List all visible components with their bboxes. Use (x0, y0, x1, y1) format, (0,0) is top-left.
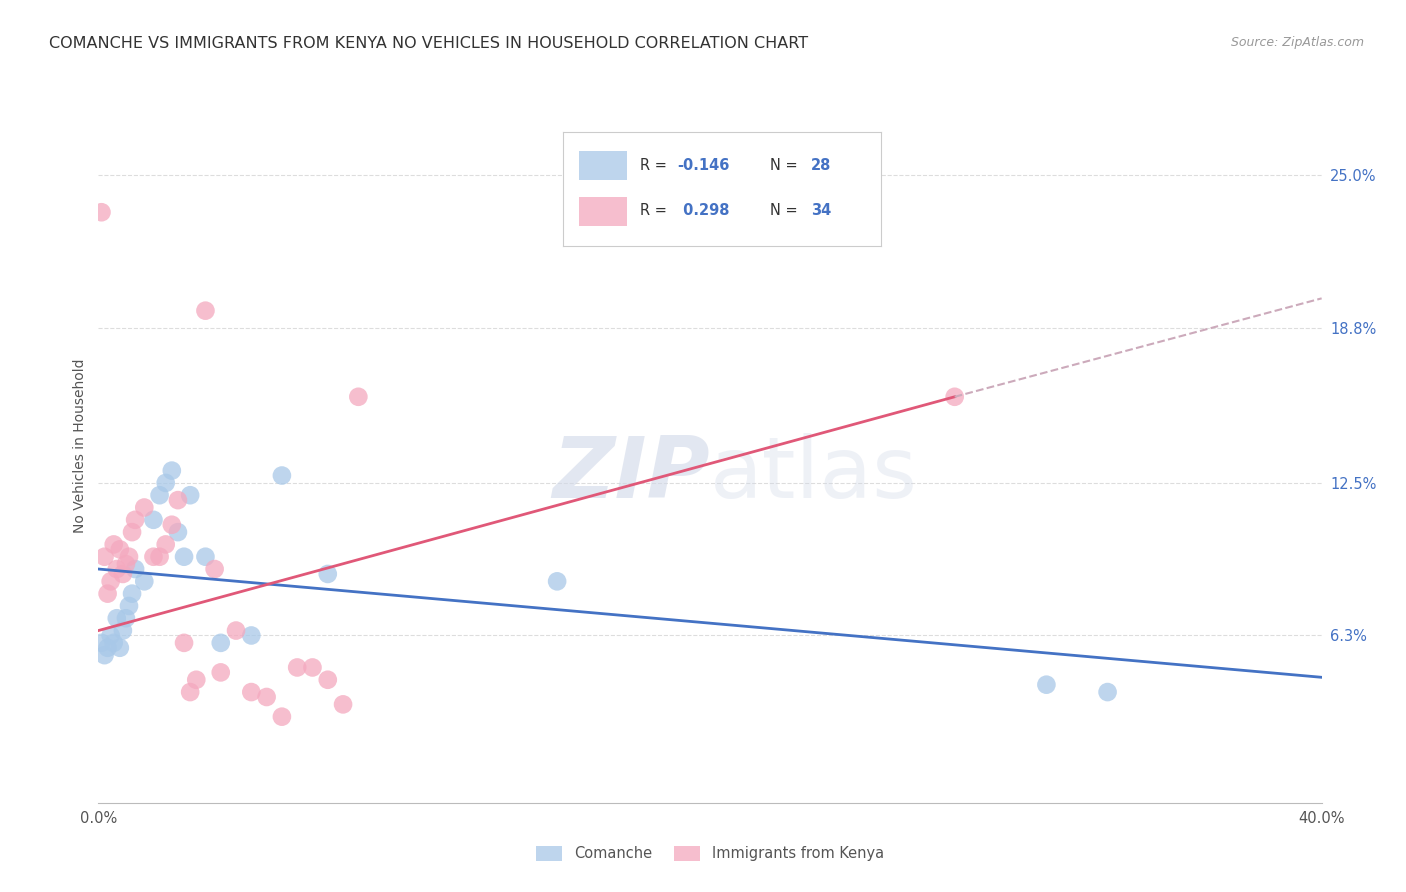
Point (270, 709, 292, 723)
Point (155, 537, 177, 551)
Point (115, 611, 138, 625)
Text: COMANCHE VS IMMIGRANTS FROM KENYA NO VEHICLES IN HOUSEHOLD CORRELATION CHART: COMANCHE VS IMMIGRANTS FROM KENYA NO VEH… (49, 36, 808, 51)
Point (160, 464, 183, 478)
Point (105, 611, 128, 625)
Point (118, 549, 141, 564)
Point (179, 685, 201, 699)
Point (93, 648, 115, 662)
Point (194, 549, 217, 564)
Text: ZIP: ZIP (553, 433, 710, 516)
Point (209, 636, 232, 650)
Point (121, 525, 143, 540)
Point (90, 205, 112, 219)
Point (1035, 678, 1057, 692)
Point (225, 624, 247, 638)
Point (97, 640, 120, 655)
Point (316, 673, 339, 687)
Point (167, 525, 190, 540)
Point (134, 500, 156, 515)
Point (332, 698, 354, 712)
Point (186, 673, 208, 687)
Text: Source: ZipAtlas.com: Source: ZipAtlas.com (1230, 36, 1364, 49)
Point (149, 549, 172, 564)
Point (240, 685, 263, 699)
Point (111, 624, 134, 638)
Point (108, 542, 131, 557)
Point (90, 636, 112, 650)
Point (179, 488, 201, 502)
Point (111, 566, 134, 581)
Point (97, 587, 120, 601)
Y-axis label: No Vehicles in Household: No Vehicles in Household (73, 359, 87, 533)
Point (105, 562, 128, 576)
Point (121, 587, 143, 601)
Point (100, 628, 122, 642)
Point (256, 690, 278, 704)
Point (124, 562, 146, 576)
Point (108, 640, 131, 655)
Point (270, 468, 292, 483)
Point (103, 636, 125, 650)
Point (142, 549, 165, 564)
Point (316, 566, 339, 581)
Point (142, 513, 165, 527)
Point (118, 599, 141, 613)
Point (100, 574, 122, 589)
Point (149, 488, 172, 502)
Point (1097, 685, 1119, 699)
Point (285, 660, 308, 674)
Point (546, 574, 568, 589)
Point (194, 303, 217, 318)
Point (240, 628, 263, 642)
Point (155, 475, 177, 490)
Point (93, 549, 115, 564)
Point (301, 660, 323, 674)
Point (115, 557, 138, 571)
Legend: Comanche, Immigrants from Kenya: Comanche, Immigrants from Kenya (530, 839, 890, 867)
Point (167, 493, 190, 508)
Point (134, 574, 156, 589)
Point (347, 390, 370, 404)
Point (173, 636, 195, 650)
Point (160, 517, 183, 532)
Point (943, 390, 966, 404)
Point (204, 562, 226, 576)
Point (173, 549, 195, 564)
Point (103, 537, 125, 551)
Point (124, 513, 146, 527)
Point (209, 665, 232, 680)
Text: atlas: atlas (710, 433, 918, 516)
